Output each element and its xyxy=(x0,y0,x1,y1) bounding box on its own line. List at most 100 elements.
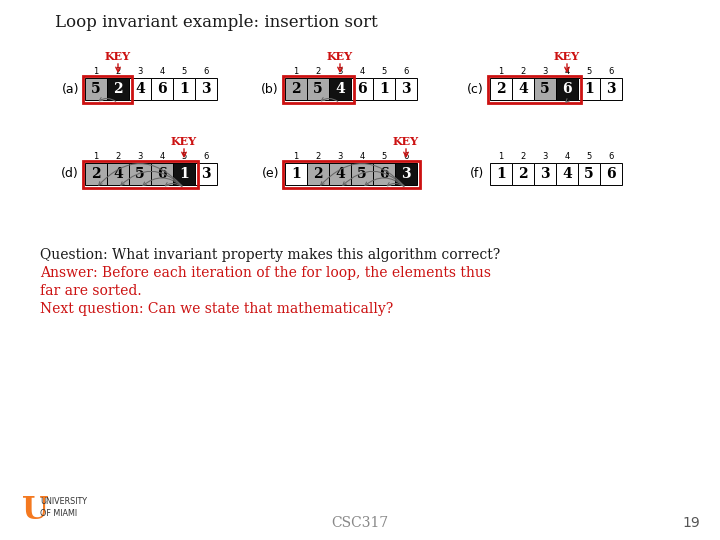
Text: 5: 5 xyxy=(135,167,145,181)
Bar xyxy=(173,163,195,185)
Text: 1: 1 xyxy=(179,82,189,96)
Text: 1: 1 xyxy=(498,67,503,76)
Text: 2: 2 xyxy=(291,82,301,96)
Text: Loop invariant example: insertion sort: Loop invariant example: insertion sort xyxy=(55,14,378,31)
Bar xyxy=(395,78,417,100)
Bar xyxy=(556,78,578,100)
Bar xyxy=(329,163,351,185)
Text: 5: 5 xyxy=(313,82,323,96)
Bar xyxy=(578,163,600,185)
Text: 5: 5 xyxy=(357,167,366,181)
Text: 4: 4 xyxy=(159,67,165,76)
Text: 2: 2 xyxy=(521,67,526,76)
Bar xyxy=(351,78,373,100)
Text: 5: 5 xyxy=(382,67,387,76)
Text: (a): (a) xyxy=(61,83,79,96)
Bar xyxy=(578,78,600,100)
Text: 2: 2 xyxy=(115,67,121,76)
Bar xyxy=(151,78,173,100)
Text: 3: 3 xyxy=(606,82,616,96)
Bar xyxy=(329,78,351,100)
Text: KEY: KEY xyxy=(171,136,197,147)
Bar xyxy=(129,163,151,185)
Text: 1: 1 xyxy=(293,67,299,76)
Text: 1: 1 xyxy=(496,167,506,181)
Text: 5: 5 xyxy=(382,152,387,161)
Text: 4: 4 xyxy=(335,167,345,181)
Text: 6: 6 xyxy=(403,152,409,161)
Text: 3: 3 xyxy=(401,82,411,96)
Text: 1: 1 xyxy=(94,67,99,76)
Text: 3: 3 xyxy=(337,152,343,161)
Text: 3: 3 xyxy=(542,67,548,76)
Text: 6: 6 xyxy=(562,82,572,96)
Bar xyxy=(534,163,556,185)
Text: 6: 6 xyxy=(379,167,389,181)
Text: 2: 2 xyxy=(313,167,323,181)
Text: 4: 4 xyxy=(562,167,572,181)
Bar xyxy=(373,78,395,100)
Text: U: U xyxy=(22,495,48,526)
Text: Answer: Before each iteration of the for loop, the elements thus: Answer: Before each iteration of the for… xyxy=(40,266,491,280)
Text: 4: 4 xyxy=(135,82,145,96)
Text: 1: 1 xyxy=(498,152,503,161)
Text: 2: 2 xyxy=(113,82,123,96)
Text: 6: 6 xyxy=(157,167,167,181)
Bar xyxy=(600,78,622,100)
Bar xyxy=(487,76,580,103)
Text: (f): (f) xyxy=(469,167,484,180)
Text: 1: 1 xyxy=(379,82,389,96)
Bar xyxy=(600,163,622,185)
Text: 3: 3 xyxy=(138,67,143,76)
Text: 6: 6 xyxy=(403,67,409,76)
Text: KEY: KEY xyxy=(327,51,353,62)
Text: 3: 3 xyxy=(401,167,411,181)
Text: 1: 1 xyxy=(94,152,99,161)
Text: Question: What invariant property makes this algorithm correct?: Question: What invariant property makes … xyxy=(40,248,500,262)
Text: 3: 3 xyxy=(542,152,548,161)
Text: 3: 3 xyxy=(138,152,143,161)
Bar xyxy=(351,163,373,185)
Text: 6: 6 xyxy=(357,82,366,96)
Text: 5: 5 xyxy=(586,152,592,161)
Text: 4: 4 xyxy=(159,152,165,161)
Text: (c): (c) xyxy=(467,83,484,96)
Text: 5: 5 xyxy=(181,67,186,76)
Text: 5: 5 xyxy=(91,82,101,96)
Text: 6: 6 xyxy=(157,82,167,96)
Text: CSC317: CSC317 xyxy=(331,516,389,530)
Text: 3: 3 xyxy=(337,67,343,76)
Text: 2: 2 xyxy=(91,167,101,181)
Bar xyxy=(512,163,534,185)
Text: KEY: KEY xyxy=(393,136,419,147)
Text: 4: 4 xyxy=(359,152,364,161)
Text: 1: 1 xyxy=(179,167,189,181)
Text: UNIVERSITY
OF MIAMI: UNIVERSITY OF MIAMI xyxy=(40,497,87,518)
Bar xyxy=(285,78,307,100)
Bar xyxy=(285,163,307,185)
Text: 5: 5 xyxy=(586,67,592,76)
Text: far are sorted.: far are sorted. xyxy=(40,284,142,298)
Text: 1: 1 xyxy=(291,167,301,181)
Bar xyxy=(195,163,217,185)
Bar xyxy=(395,163,417,185)
Bar xyxy=(282,160,420,187)
Bar xyxy=(490,163,512,185)
Text: 2: 2 xyxy=(315,152,320,161)
Text: 4: 4 xyxy=(564,152,570,161)
Bar xyxy=(85,163,107,185)
Bar xyxy=(307,78,329,100)
Bar xyxy=(173,78,195,100)
Bar xyxy=(83,160,197,187)
Bar xyxy=(534,78,556,100)
Text: 19: 19 xyxy=(683,516,700,530)
Text: (d): (d) xyxy=(61,167,79,180)
Bar xyxy=(83,76,132,103)
Bar xyxy=(307,163,329,185)
Text: (e): (e) xyxy=(261,167,279,180)
Text: 4: 4 xyxy=(113,167,123,181)
Text: 4: 4 xyxy=(359,67,364,76)
Bar xyxy=(107,78,129,100)
Text: 2: 2 xyxy=(496,82,506,96)
Text: 3: 3 xyxy=(540,167,550,181)
